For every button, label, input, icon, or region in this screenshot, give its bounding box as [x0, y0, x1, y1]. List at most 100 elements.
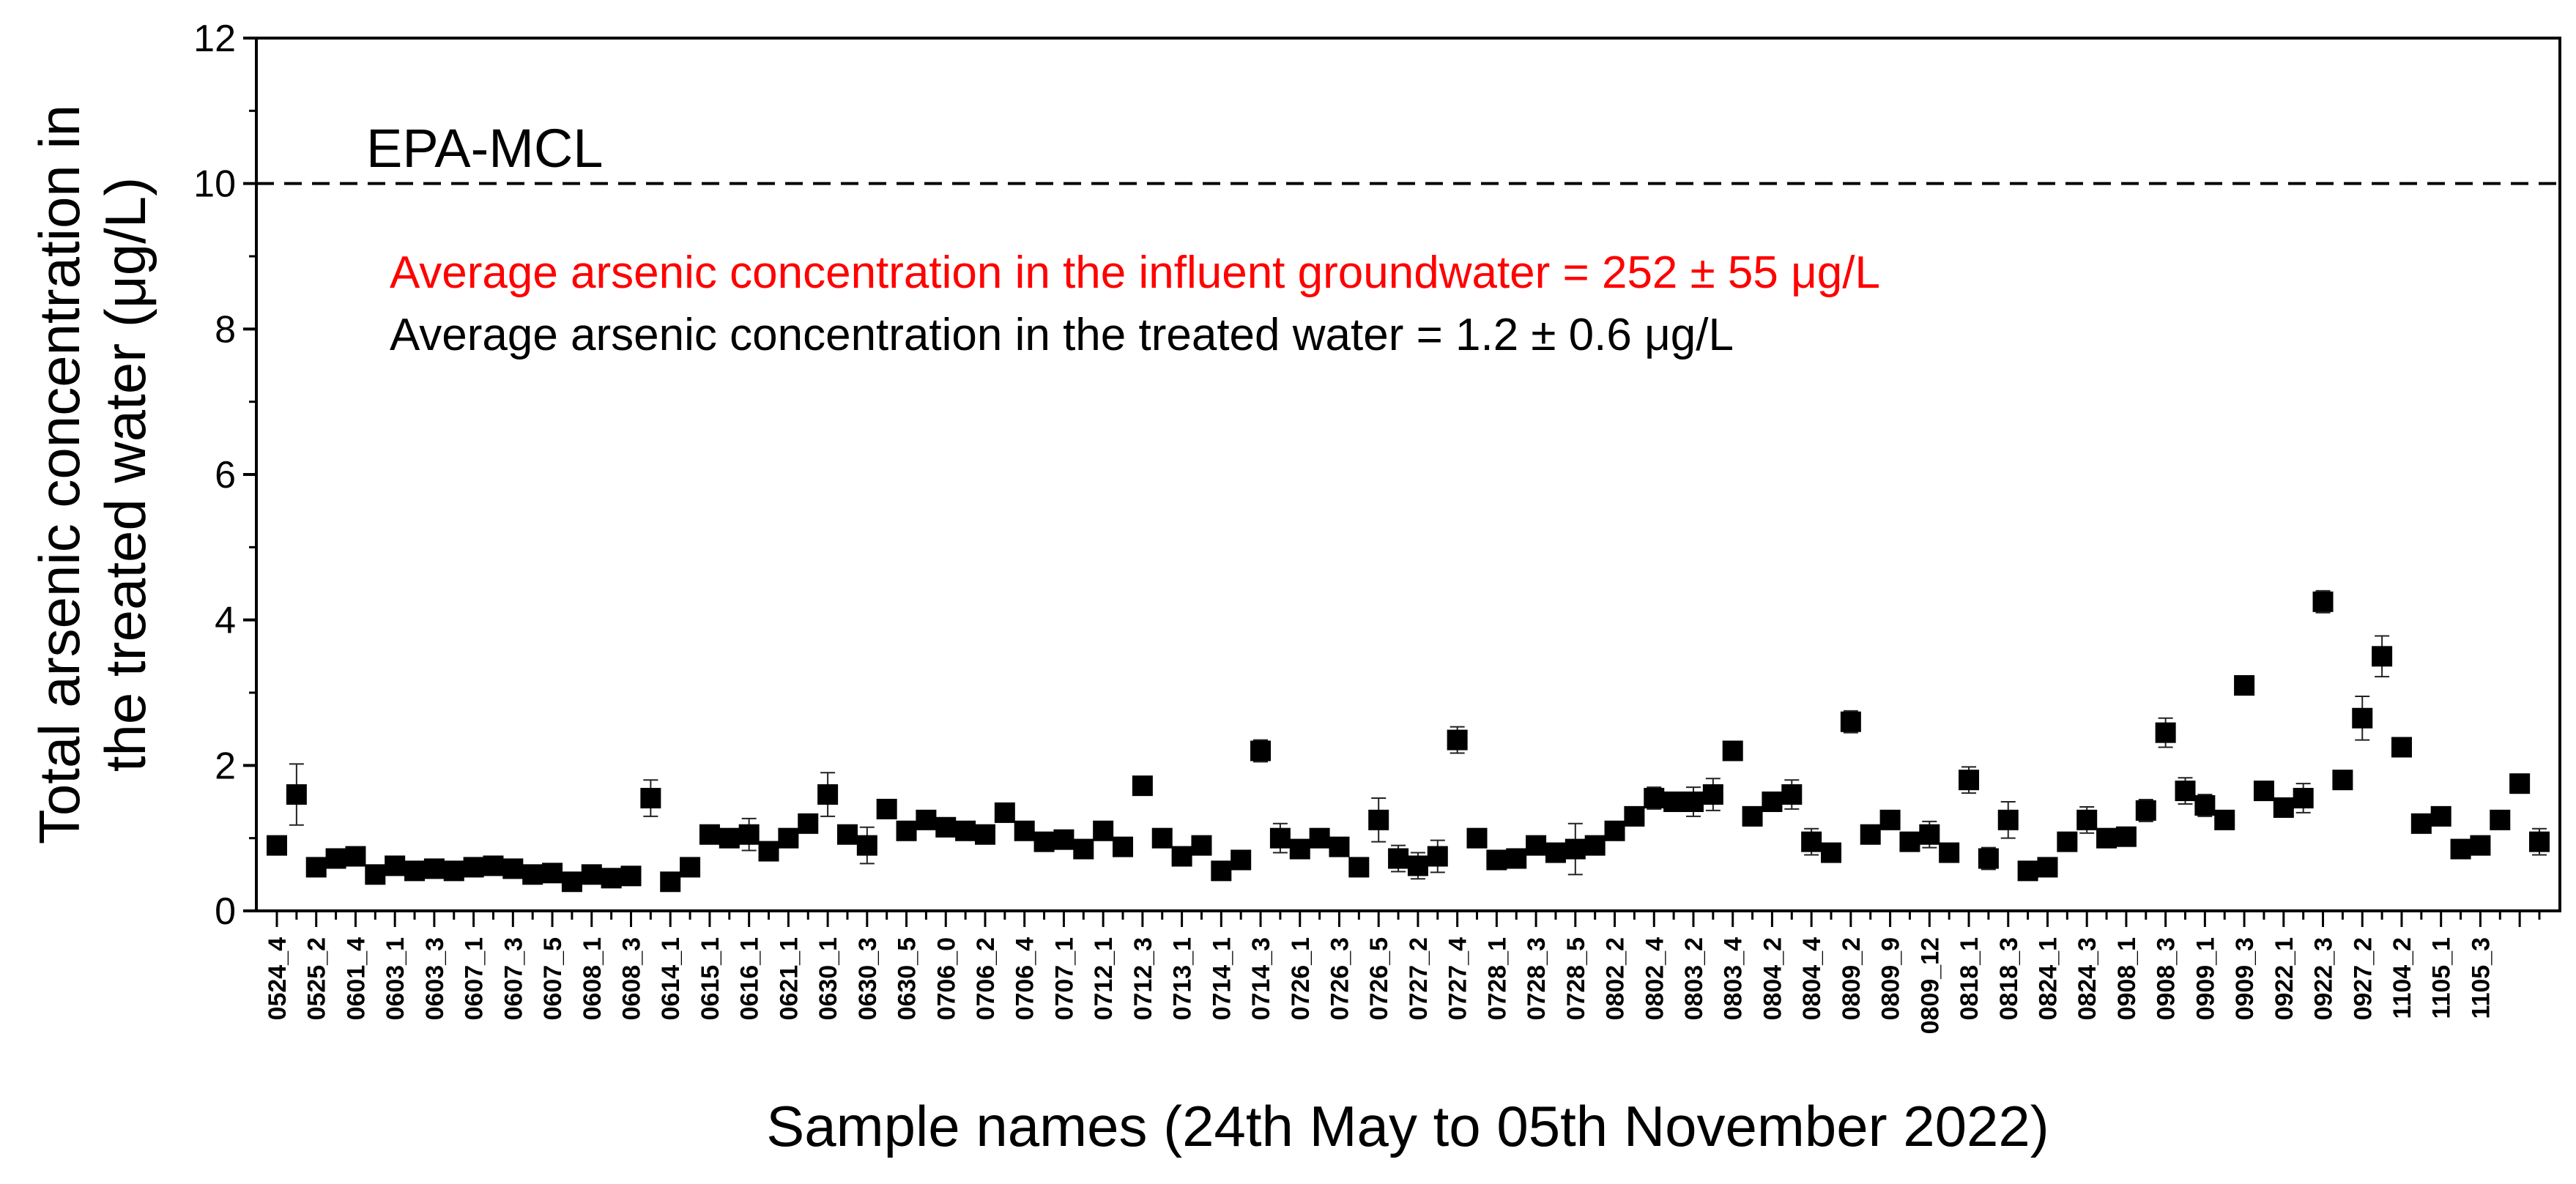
y-axis: 0 2 4 6 8 10 12 [193, 18, 256, 933]
data-point [2273, 797, 2294, 818]
data-point [325, 848, 346, 869]
data-point [719, 827, 740, 849]
data-point [423, 858, 445, 879]
data-point [1526, 835, 1547, 856]
data-point [1427, 846, 1448, 867]
x-tick-label: 0614_1 [657, 937, 685, 1020]
data-point [2175, 781, 2196, 802]
data-point [2017, 860, 2038, 882]
x-tick-label: 0525_2 [303, 937, 331, 1020]
x-tick-label: 1104_2 [2388, 937, 2416, 1019]
x-tick-label: 0621_1 [775, 937, 803, 1020]
data-point [1624, 805, 1645, 827]
data-point [856, 835, 877, 856]
data-point [365, 864, 386, 885]
data-point [1329, 836, 1350, 857]
data-point [1033, 831, 1055, 852]
x-tick-label: 0712_3 [1129, 937, 1157, 1020]
data-point [601, 868, 622, 889]
data-point [1663, 792, 1685, 812]
data-point [836, 824, 858, 845]
x-tick-label: 0802_2 [1602, 937, 1630, 1020]
data-point [581, 864, 602, 885]
x-tick-label: 0818_3 [1995, 937, 2023, 1020]
annotations: Average arsenic concentration in the inf… [390, 247, 1880, 360]
data-point [1702, 784, 1723, 805]
data-point [1014, 820, 1035, 841]
y-tick-label: 6 [215, 454, 236, 496]
data-points [267, 591, 2550, 893]
data-point [1682, 792, 1704, 812]
data-point [2194, 794, 2216, 816]
y-axis-title-line1: Total arsenic concentration in [27, 105, 92, 844]
data-point [2509, 773, 2531, 794]
data-point [2450, 838, 2471, 860]
y-axis-title-line2: the treated water (μg/L) [93, 177, 157, 772]
x-tick-label: 0630_1 [814, 937, 842, 1020]
x-tick-label: 0824_3 [2074, 937, 2101, 1020]
data-point [1191, 835, 1212, 856]
x-tick-label: 0727_4 [1444, 937, 1472, 1021]
y-tick-label: 2 [215, 745, 236, 787]
data-point [738, 824, 760, 845]
data-point [1742, 805, 1763, 827]
data-point [798, 813, 819, 834]
data-point [1722, 740, 1743, 762]
x-tick-label: 0809_12 [1916, 937, 1944, 1034]
data-point [680, 857, 701, 878]
data-point [1211, 860, 1232, 882]
data-point [640, 788, 661, 809]
x-tick-label: 0714_3 [1247, 937, 1275, 1020]
data-point [2234, 675, 2255, 696]
data-point [1840, 711, 1861, 732]
data-point [896, 820, 917, 841]
x-tick-label: 1105_1 [2428, 937, 2456, 1019]
y-tick-label: 8 [215, 308, 236, 351]
y-tick-label: 10 [193, 163, 236, 206]
data-point [1939, 842, 1960, 863]
data-point [1093, 820, 1114, 841]
x-tick-label: 0607_3 [500, 937, 527, 1020]
data-point [1644, 788, 1665, 809]
x-tick-label: 0714_1 [1208, 937, 1236, 1020]
x-tick-label: 0616_1 [736, 937, 764, 1020]
data-point [1073, 838, 1094, 860]
epa-mcl-reference: EPA-MCL [256, 118, 2560, 185]
data-point [483, 855, 504, 876]
x-tick-label: 0726_5 [1365, 937, 1393, 1020]
data-point [1860, 824, 1881, 845]
data-point [758, 841, 779, 862]
x-tick-label: 0608_1 [579, 937, 606, 1020]
data-point [2332, 770, 2353, 791]
data-point [1348, 857, 1370, 878]
x-axis: 0524_4 0525_2 0601_4 0603_1 0603_3 0607_1 0607… [264, 911, 2541, 1034]
data-point [817, 784, 839, 805]
data-point [1781, 784, 1803, 805]
x-tick-label: 0803_4 [1720, 937, 1748, 1021]
x-tick-label: 0524_4 [264, 937, 292, 1021]
data-point [2096, 827, 2117, 849]
x-tick-label: 0809_2 [1838, 937, 1866, 1020]
data-point [1978, 848, 1999, 869]
data-point [876, 798, 897, 819]
influent-average-annotation: Average arsenic concentration in the inf… [390, 247, 1880, 298]
data-point [2430, 805, 2451, 827]
data-point [2076, 809, 2098, 830]
x-tick-label: 0607_1 [461, 937, 489, 1020]
data-point [778, 827, 799, 849]
data-point [699, 824, 720, 845]
data-point [2057, 831, 2078, 852]
x-tick-label: 0608_3 [617, 937, 645, 1020]
y-tick-label: 0 [215, 890, 236, 933]
data-point [1997, 809, 2019, 830]
x-axis-title: Sample names (24th May to 05th November … [766, 1094, 2049, 1158]
data-point [1151, 827, 1173, 849]
data-point [1545, 842, 1566, 863]
x-tick-label: 1105_3 [2467, 937, 2495, 1019]
data-point [1289, 838, 1310, 860]
data-point [2135, 800, 2156, 821]
data-point [620, 865, 642, 887]
x-tick-label: 0818_1 [1956, 937, 1983, 1020]
data-point [974, 824, 995, 845]
